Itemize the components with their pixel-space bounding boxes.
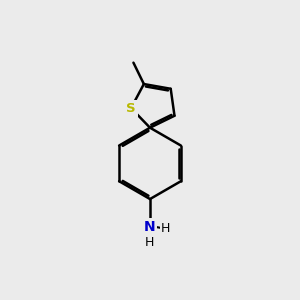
Text: H: H	[161, 222, 170, 235]
Text: S: S	[126, 102, 136, 115]
Text: H: H	[145, 236, 154, 249]
Text: N: N	[144, 220, 156, 234]
